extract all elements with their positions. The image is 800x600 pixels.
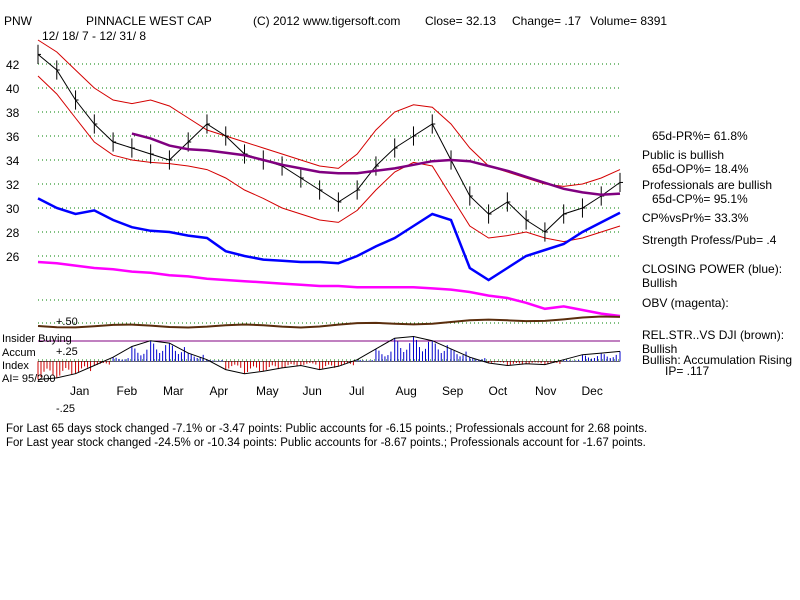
- copyright: (C) 2012 www.tigersoft.com: [253, 14, 401, 28]
- y-tick-34: 34: [6, 154, 20, 168]
- price-bars: [37, 44, 623, 242]
- date-range: 12/ 18/ 7 - 12/ 31/ 8: [42, 29, 147, 43]
- close-value: Close= 32.13: [425, 14, 497, 28]
- accum-line: [37, 335, 621, 380]
- insider-buying-label: Insider Buying: [2, 333, 72, 345]
- accum-label: Accum: [2, 347, 36, 359]
- x-tick-mar: Mar: [163, 384, 184, 398]
- y-tick-42: 42: [6, 58, 20, 72]
- annotation-5: CP%vsPr%= 33.3%: [642, 211, 749, 225]
- closing-power-line: [37, 197, 621, 282]
- annotation-11: Bullish: [642, 342, 678, 356]
- x-tick-feb: Feb: [117, 384, 138, 398]
- footer-line-year: For Last year stock changed -24.5% or -1…: [6, 437, 646, 449]
- accum-plus50: +.50: [56, 316, 78, 328]
- y-tick-30: 30: [6, 202, 20, 216]
- annotation-9: OBV (magenta):: [642, 296, 729, 310]
- accumulation-histogram: [37, 335, 621, 380]
- y-tick-40: 40: [6, 82, 20, 96]
- obv-line: [37, 260, 621, 318]
- ai-value: AI= 95/200: [2, 373, 56, 385]
- y-tick-36: 36: [6, 130, 20, 144]
- moving-average-line: [131, 132, 621, 197]
- lower-panels: [37, 315, 621, 329]
- annotation-13: IP= .117: [665, 364, 710, 378]
- rel-strength-line: [37, 315, 621, 329]
- y-tick-28: 28: [6, 226, 20, 240]
- accum-minus25: -.25: [56, 403, 75, 415]
- x-tick-jun: Jun: [303, 384, 322, 398]
- x-tick-sep: Sep: [442, 384, 464, 398]
- indicator-lines: [37, 132, 621, 318]
- annotation-1: Public is bullish: [642, 148, 725, 162]
- annotation-6: Strength Profess/Pub= .4: [642, 233, 777, 247]
- x-tick-oct: Oct: [489, 384, 508, 398]
- x-tick-may: May: [256, 384, 279, 398]
- y-tick-38: 38: [6, 106, 20, 120]
- annotation-0: 65d-PR%= 61.8%: [652, 129, 748, 143]
- x-tick-jan: Jan: [70, 384, 89, 398]
- price-bands: [37, 39, 621, 243]
- company-name: PINNACLE WEST CAP: [86, 14, 212, 28]
- upper-band-line: [37, 39, 621, 187]
- annotation-10: REL.STR..VS DJI (brown):: [642, 328, 785, 342]
- y-tick-26: 26: [6, 250, 20, 264]
- x-tick-jul: Jul: [349, 384, 364, 398]
- price-gridlines: [38, 63, 620, 361]
- annotation-8: Bullish: [642, 276, 678, 290]
- index-label: Index: [2, 360, 29, 372]
- footer-line-65d: For Last 65 days stock changed -7.1% or …: [6, 423, 648, 435]
- annotation-7: CLOSING POWER (blue):: [642, 262, 783, 276]
- lower-band-line: [37, 75, 621, 243]
- x-tick-dec: Dec: [582, 384, 603, 398]
- x-tick-aug: Aug: [396, 384, 417, 398]
- y-tick-32: 32: [6, 178, 20, 192]
- annotation-3: Professionals are bullish: [642, 178, 773, 192]
- accum-plus25: +.25: [56, 346, 78, 358]
- symbol: PNW: [4, 14, 32, 28]
- change-value: Change= .17: [512, 14, 582, 28]
- annotation-12: Bullish: Accumulation Rising: [642, 353, 793, 367]
- annotation-4: 65d-CP%= 95.1%: [652, 192, 748, 206]
- x-tick-apr: Apr: [210, 384, 229, 398]
- x-tick-nov: Nov: [535, 384, 556, 398]
- month-axis-labels: Jan Feb Mar Apr May Jun Jul Aug Sep Oct Nov Dec: [70, 384, 603, 398]
- price-line: [37, 54, 621, 233]
- annotation-2: 65d-OP%= 18.4%: [652, 162, 749, 176]
- volume-value: Volume= 8391: [590, 14, 668, 28]
- price-axis-ticks: 26 28 30 32 34 36 38 40 42: [6, 58, 20, 264]
